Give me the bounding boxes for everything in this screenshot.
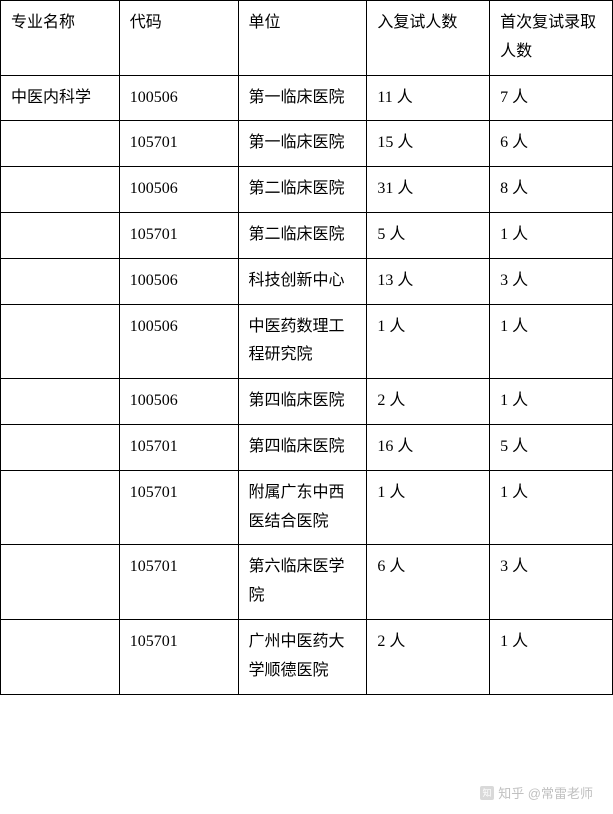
table-row: 100506 第二临床医院 31 人 8 人 bbox=[1, 167, 613, 213]
cell-admit: 1 人 bbox=[490, 304, 613, 379]
cell-enter: 5 人 bbox=[367, 212, 490, 258]
watermark: 知 知乎 @常雷老师 bbox=[480, 783, 593, 802]
cell-enter: 2 人 bbox=[367, 379, 490, 425]
table-row: 100506 科技创新中心 13 人 3 人 bbox=[1, 258, 613, 304]
table-container: 专业名称 代码 单位 入复试人数 首次复试录取人数 中医内科学 100506 第… bbox=[0, 0, 613, 695]
cell-unit: 第六临床医学院 bbox=[238, 545, 367, 620]
cell-code: 100506 bbox=[119, 379, 238, 425]
cell-code: 105701 bbox=[119, 424, 238, 470]
cell-major bbox=[1, 619, 120, 694]
watermark-text: 知乎 @常雷老师 bbox=[498, 783, 593, 802]
cell-major bbox=[1, 121, 120, 167]
cell-enter: 1 人 bbox=[367, 304, 490, 379]
cell-unit: 中医药数理工程研究院 bbox=[238, 304, 367, 379]
table-body: 中医内科学 100506 第一临床医院 11 人 7 人 105701 第一临床… bbox=[1, 75, 613, 694]
cell-admit: 8 人 bbox=[490, 167, 613, 213]
zhihu-icon: 知 bbox=[480, 786, 494, 800]
cell-admit: 7 人 bbox=[490, 75, 613, 121]
cell-unit: 广州中医药大学顺德医院 bbox=[238, 619, 367, 694]
cell-admit: 1 人 bbox=[490, 212, 613, 258]
cell-unit: 第四临床医院 bbox=[238, 379, 367, 425]
cell-enter: 2 人 bbox=[367, 619, 490, 694]
header-major: 专业名称 bbox=[1, 1, 120, 76]
table-header-row: 专业名称 代码 单位 入复试人数 首次复试录取人数 bbox=[1, 1, 613, 76]
cell-admit: 5 人 bbox=[490, 424, 613, 470]
cell-admit: 1 人 bbox=[490, 379, 613, 425]
svg-text:知: 知 bbox=[483, 787, 492, 798]
cell-unit: 第四临床医院 bbox=[238, 424, 367, 470]
cell-major bbox=[1, 304, 120, 379]
header-enter: 入复试人数 bbox=[367, 1, 490, 76]
header-code: 代码 bbox=[119, 1, 238, 76]
cell-code: 105701 bbox=[119, 212, 238, 258]
table-row: 中医内科学 100506 第一临床医院 11 人 7 人 bbox=[1, 75, 613, 121]
cell-major bbox=[1, 424, 120, 470]
table-row: 100506 中医药数理工程研究院 1 人 1 人 bbox=[1, 304, 613, 379]
cell-major bbox=[1, 470, 120, 545]
cell-unit: 附属广东中西医结合医院 bbox=[238, 470, 367, 545]
cell-code: 105701 bbox=[119, 619, 238, 694]
data-table: 专业名称 代码 单位 入复试人数 首次复试录取人数 中医内科学 100506 第… bbox=[0, 0, 613, 695]
cell-enter: 11 人 bbox=[367, 75, 490, 121]
cell-admit: 3 人 bbox=[490, 258, 613, 304]
table-row: 105701 第六临床医学院 6 人 3 人 bbox=[1, 545, 613, 620]
cell-admit: 6 人 bbox=[490, 121, 613, 167]
cell-unit: 第一临床医院 bbox=[238, 121, 367, 167]
cell-unit: 第一临床医院 bbox=[238, 75, 367, 121]
cell-code: 105701 bbox=[119, 121, 238, 167]
cell-major bbox=[1, 545, 120, 620]
table-row: 105701 第四临床医院 16 人 5 人 bbox=[1, 424, 613, 470]
cell-admit: 1 人 bbox=[490, 470, 613, 545]
cell-code: 100506 bbox=[119, 304, 238, 379]
cell-code: 105701 bbox=[119, 470, 238, 545]
header-unit: 单位 bbox=[238, 1, 367, 76]
cell-unit: 科技创新中心 bbox=[238, 258, 367, 304]
header-admit: 首次复试录取人数 bbox=[490, 1, 613, 76]
cell-code: 100506 bbox=[119, 75, 238, 121]
cell-major bbox=[1, 212, 120, 258]
cell-major: 中医内科学 bbox=[1, 75, 120, 121]
cell-enter: 15 人 bbox=[367, 121, 490, 167]
cell-major bbox=[1, 167, 120, 213]
cell-code: 100506 bbox=[119, 258, 238, 304]
cell-unit: 第二临床医院 bbox=[238, 167, 367, 213]
table-row: 105701 第二临床医院 5 人 1 人 bbox=[1, 212, 613, 258]
cell-code: 100506 bbox=[119, 167, 238, 213]
cell-enter: 16 人 bbox=[367, 424, 490, 470]
cell-enter: 13 人 bbox=[367, 258, 490, 304]
cell-enter: 31 人 bbox=[367, 167, 490, 213]
cell-code: 105701 bbox=[119, 545, 238, 620]
cell-enter: 6 人 bbox=[367, 545, 490, 620]
cell-enter: 1 人 bbox=[367, 470, 490, 545]
table-row: 105701 附属广东中西医结合医院 1 人 1 人 bbox=[1, 470, 613, 545]
cell-admit: 1 人 bbox=[490, 619, 613, 694]
table-row: 100506 第四临床医院 2 人 1 人 bbox=[1, 379, 613, 425]
cell-unit: 第二临床医院 bbox=[238, 212, 367, 258]
table-row: 105701 第一临床医院 15 人 6 人 bbox=[1, 121, 613, 167]
cell-major bbox=[1, 379, 120, 425]
cell-admit: 3 人 bbox=[490, 545, 613, 620]
cell-major bbox=[1, 258, 120, 304]
table-row: 105701 广州中医药大学顺德医院 2 人 1 人 bbox=[1, 619, 613, 694]
